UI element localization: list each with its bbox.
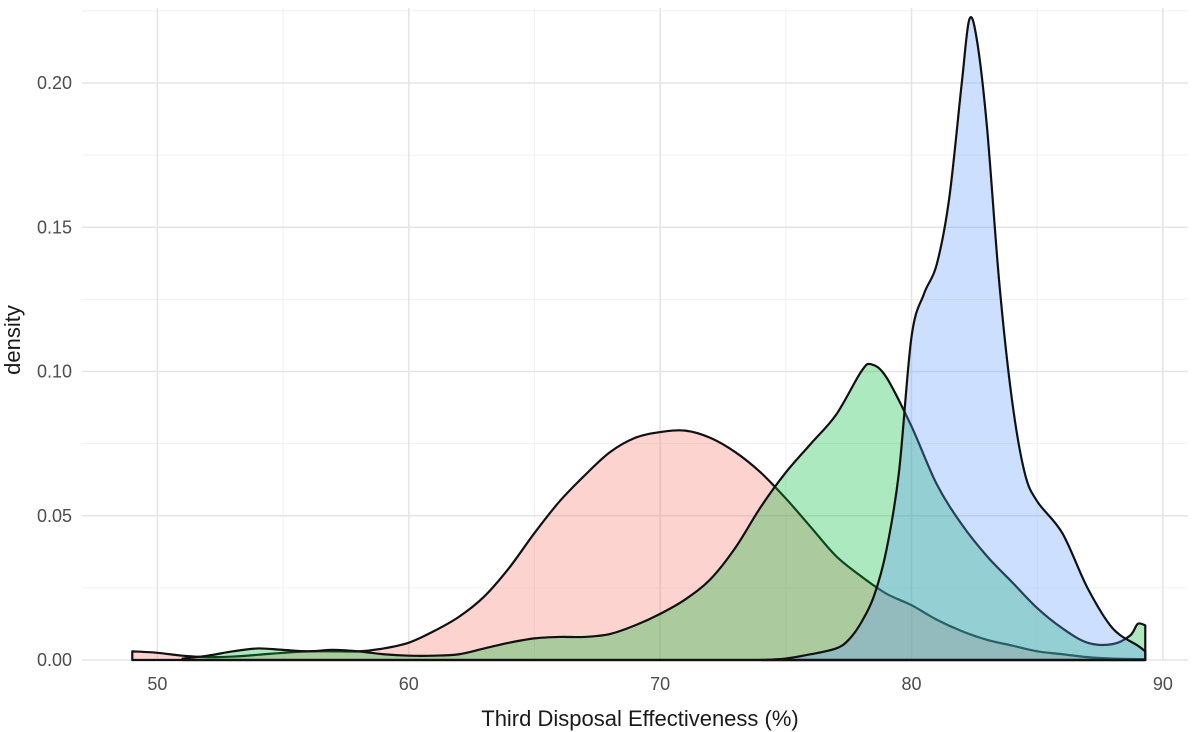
y-tick-label: 0.00 (37, 650, 72, 670)
y-tick-label: 0.10 (37, 362, 72, 382)
y-axis-title: density (0, 305, 25, 375)
x-tick-label: 50 (147, 674, 167, 694)
density-area-3 (759, 16, 1147, 662)
density-areas (131, 16, 1147, 662)
y-tick-label: 0.15 (37, 217, 72, 237)
x-tick-label: 90 (1153, 674, 1173, 694)
x-tick-label: 60 (399, 674, 419, 694)
x-tick-label: 70 (650, 674, 670, 694)
x-axis-ticks: 50 60 70 80 90 (147, 674, 1172, 694)
y-tick-label: 0.20 (37, 73, 72, 93)
y-axis-ticks: 0.00 0.05 0.10 0.15 0.20 (37, 73, 72, 670)
x-tick-label: 80 (901, 674, 921, 694)
x-axis-title: Third Disposal Effectiveness (%) (481, 706, 799, 731)
y-tick-label: 0.05 (37, 506, 72, 526)
density-area-2 (181, 362, 1147, 662)
